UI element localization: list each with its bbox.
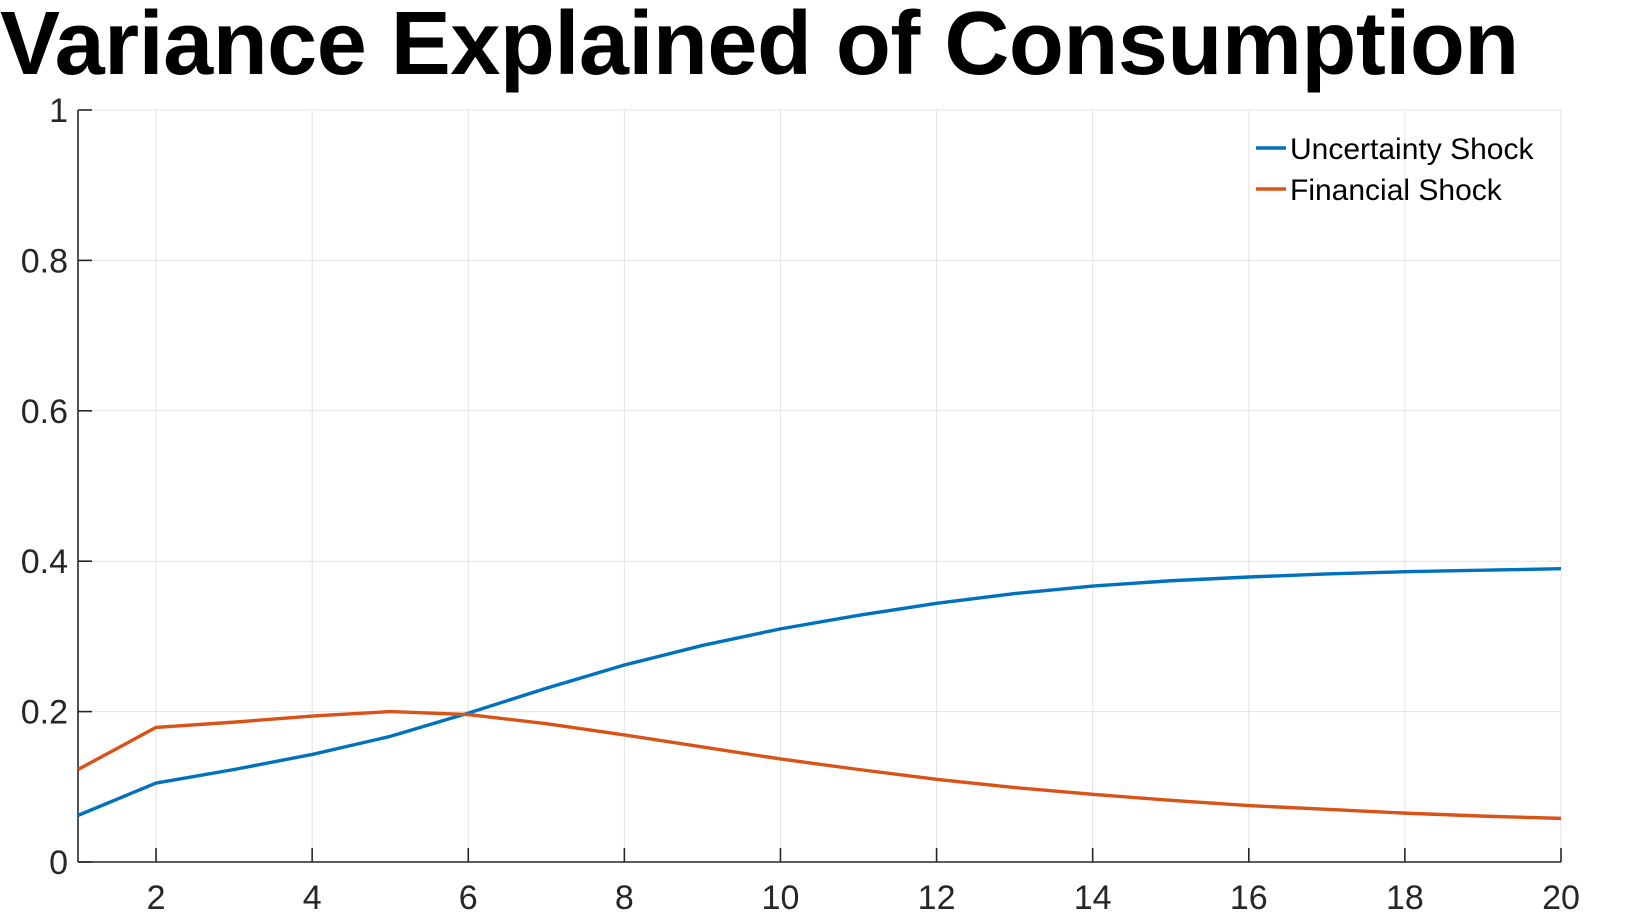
x-tick-label: 14 — [1074, 879, 1112, 914]
y-tick-label: 1 — [49, 92, 68, 130]
tick-labels: 2 4 6 8 10 12 14 16 18 20 0 0.2 0.4 0.6 0.8 1 — [21, 92, 1580, 914]
y-tick-label: 0.6 — [21, 393, 68, 431]
x-tick-label: 2 — [147, 879, 166, 914]
y-tick-label: 0.8 — [21, 242, 68, 280]
plot-background — [78, 110, 1561, 862]
x-tick-label: 8 — [615, 879, 634, 914]
x-tick-label: 18 — [1386, 879, 1424, 914]
x-tick-label: 12 — [918, 879, 956, 914]
x-tick-label: 10 — [762, 879, 800, 914]
series-line-financial-shock — [77, 709, 1562, 821]
chart-title: Variance Explained of Consumption — [0, 0, 1519, 94]
legend-label-financial-shock: Financial Shock — [1290, 174, 1503, 207]
axes — [77, 109, 1562, 863]
x-tick-label: 6 — [459, 879, 478, 914]
y-tick-label: 0 — [49, 844, 68, 882]
x-tick-label: 20 — [1542, 879, 1580, 914]
legend-label-uncertainty-shock: Uncertainty Shock — [1290, 133, 1534, 166]
legend: Uncertainty Shock Financial Shock — [1256, 133, 1534, 207]
x-tick-label: 16 — [1230, 879, 1268, 914]
x-tick-label: 4 — [303, 879, 322, 914]
series-line-uncertainty-shock — [77, 567, 1562, 817]
y-tick-label: 0.2 — [21, 694, 68, 732]
y-tick-label: 0.4 — [21, 543, 68, 581]
series-lines — [77, 567, 1562, 821]
